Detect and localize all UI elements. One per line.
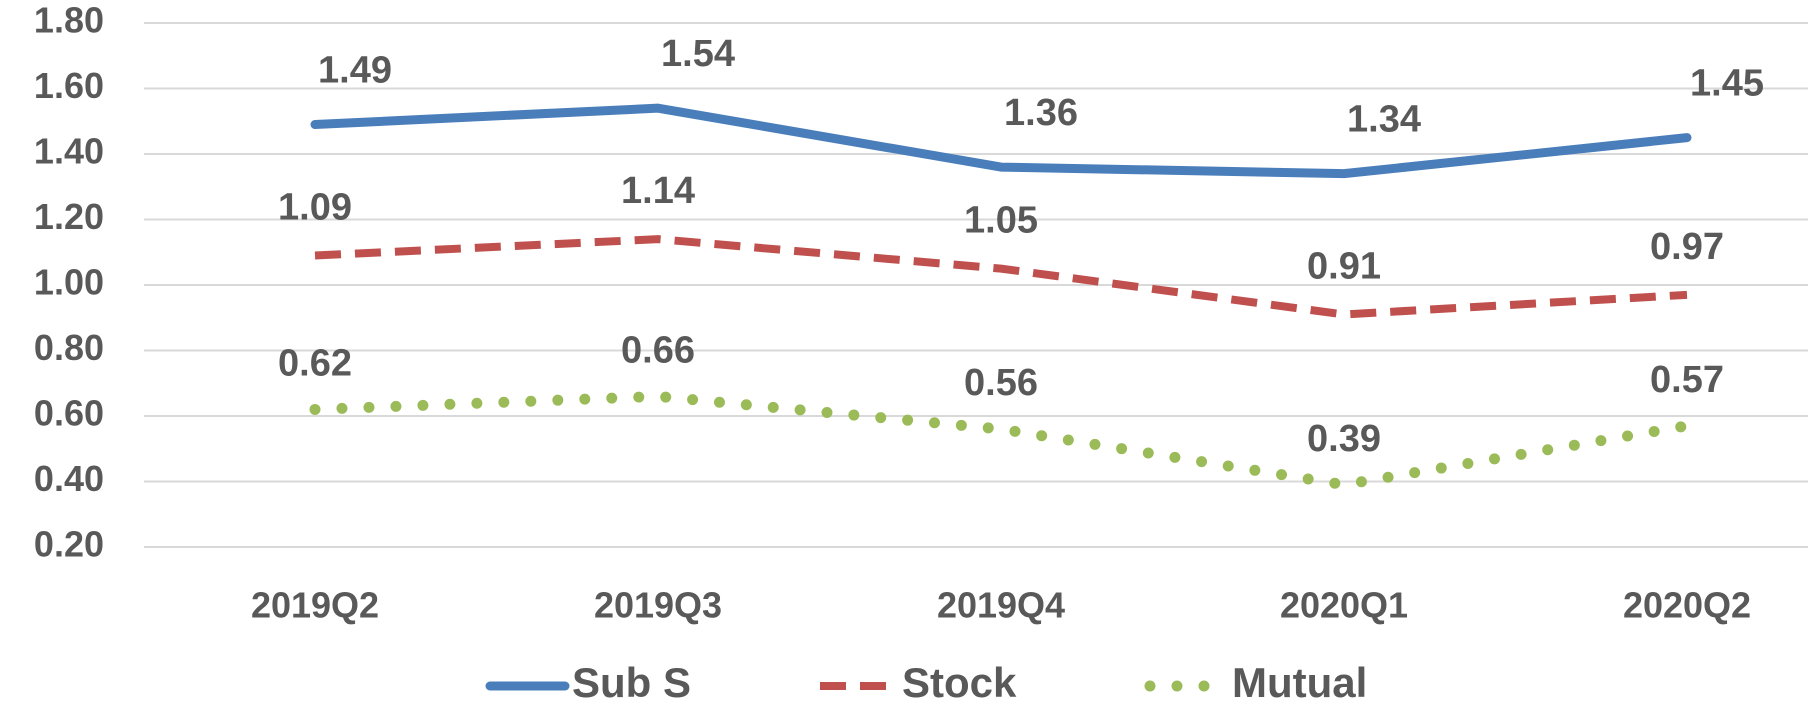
y-tick-label: 1.60 <box>34 65 104 106</box>
series-line <box>309 390 1693 491</box>
x-tick-label: 2020Q2 <box>1623 585 1751 626</box>
data-label: 1.49 <box>318 50 392 92</box>
data-label: 1.36 <box>1004 92 1078 134</box>
data-label: 1.34 <box>1347 99 1421 141</box>
data-label: 0.57 <box>1650 359 1724 401</box>
y-tick-label: 1.20 <box>34 196 104 237</box>
y-tick-label: 0.40 <box>34 458 104 499</box>
data-label: 1.09 <box>278 187 352 229</box>
legend-label: Sub S <box>572 659 691 706</box>
legend-label: Mutual <box>1232 659 1367 706</box>
data-label: 1.05 <box>964 200 1038 242</box>
data-label: 0.62 <box>278 342 352 384</box>
data-label: 1.14 <box>621 170 695 212</box>
y-tick-label: 0.60 <box>34 393 104 434</box>
x-tick-label: 2019Q4 <box>937 585 1065 626</box>
data-label: 1.45 <box>1690 63 1764 105</box>
data-label: 1.54 <box>661 33 735 75</box>
data-label: 0.97 <box>1650 226 1724 268</box>
y-tick-label: 1.80 <box>34 0 104 41</box>
series-line <box>314 235 1688 319</box>
y-tick-label: 1.40 <box>34 131 104 172</box>
x-tick-label: 2019Q3 <box>594 585 722 626</box>
data-label: 0.56 <box>964 362 1038 404</box>
x-tick-label: 2019Q2 <box>251 585 379 626</box>
legend-label: Stock <box>902 659 1017 706</box>
data-label: 0.91 <box>1307 246 1381 288</box>
y-tick-label: 0.20 <box>34 524 104 565</box>
y-tick-label: 1.00 <box>34 262 104 303</box>
x-tick-label: 2020Q1 <box>1280 585 1408 626</box>
data-label: 0.66 <box>621 329 695 371</box>
data-label: 0.39 <box>1307 418 1381 460</box>
series-line <box>310 103 1692 179</box>
y-tick-label: 0.80 <box>34 327 104 368</box>
